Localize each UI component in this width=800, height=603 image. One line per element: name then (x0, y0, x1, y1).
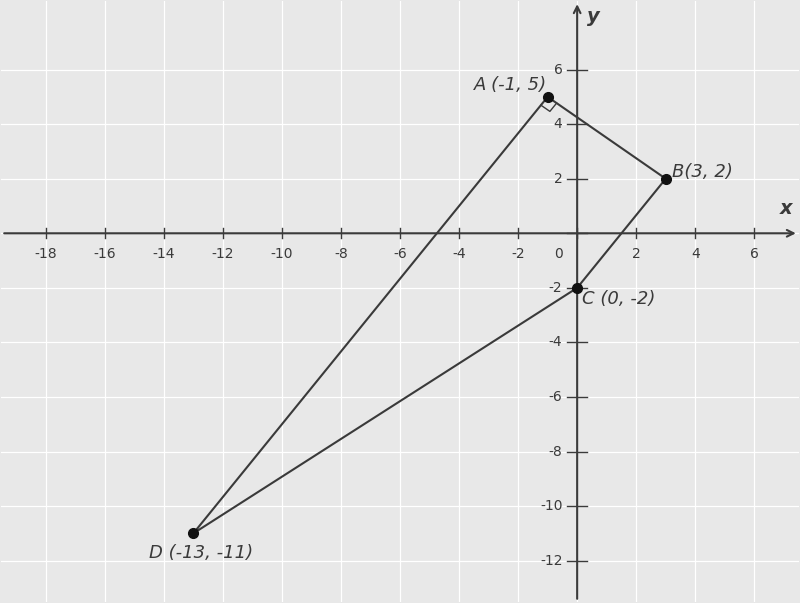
Text: D (-13, -11): D (-13, -11) (149, 544, 253, 562)
Text: -4: -4 (549, 335, 562, 349)
Text: -8: -8 (334, 247, 348, 261)
Text: -4: -4 (452, 247, 466, 261)
Text: -16: -16 (94, 247, 116, 261)
Text: A (-1, 5): A (-1, 5) (474, 76, 547, 94)
Text: 2: 2 (632, 247, 641, 261)
Text: -10: -10 (540, 499, 562, 513)
Text: C (0, -2): C (0, -2) (582, 290, 655, 308)
Text: -6: -6 (549, 390, 562, 404)
Text: -2: -2 (511, 247, 525, 261)
Text: B(3, 2): B(3, 2) (672, 163, 733, 182)
Text: 4: 4 (554, 117, 562, 131)
Text: -8: -8 (549, 444, 562, 458)
Text: 6: 6 (750, 247, 758, 261)
Text: -12: -12 (211, 247, 234, 261)
Text: 0: 0 (554, 247, 562, 261)
Text: -2: -2 (549, 281, 562, 295)
Text: -14: -14 (153, 247, 175, 261)
Text: -6: -6 (393, 247, 407, 261)
Text: -18: -18 (34, 247, 57, 261)
Text: -12: -12 (540, 554, 562, 567)
Text: y: y (587, 7, 600, 26)
Text: x: x (780, 199, 793, 218)
Text: 4: 4 (691, 247, 700, 261)
Text: 6: 6 (554, 63, 562, 77)
Text: 2: 2 (554, 172, 562, 186)
Text: -10: -10 (270, 247, 293, 261)
